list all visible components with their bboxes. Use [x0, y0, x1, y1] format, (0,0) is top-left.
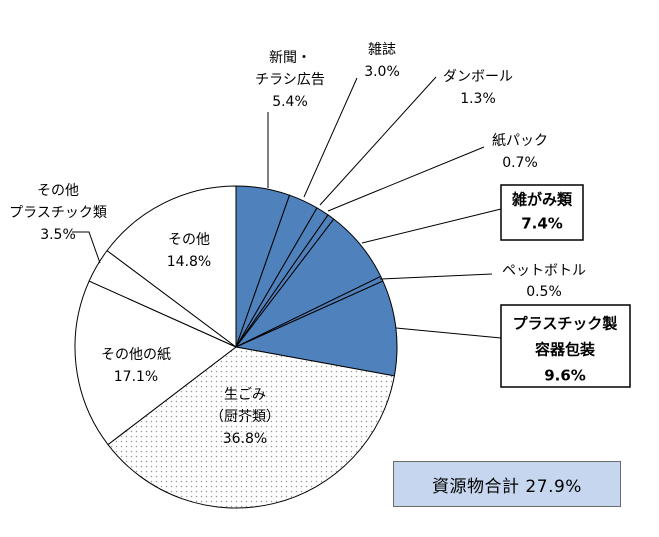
slice-name-label: プラスチック製 [513, 315, 618, 333]
resource-total-box: 資源物合計 27.9% [393, 461, 621, 507]
slice-name-label: その他 [37, 183, 79, 199]
leader-line [327, 146, 485, 212]
leader-line [303, 77, 358, 198]
slice-percent-label: 14.8% [167, 254, 211, 270]
highlight-box [500, 304, 631, 388]
leader-line [72, 231, 101, 264]
leader-line [319, 76, 437, 206]
pie-slice [106, 185, 237, 348]
slice-name-label: その他 [168, 232, 210, 248]
slice-percent-label: 9.6% [544, 367, 586, 385]
slice-percent-label: 36.8% [223, 431, 267, 447]
slice-name-label: 紙パック [492, 133, 548, 149]
slice-name-label: 容器包装 [534, 341, 596, 359]
highlight-boxes [500, 184, 631, 388]
leader-line [395, 327, 502, 339]
leader-lines [72, 76, 502, 339]
leader-line [379, 273, 493, 280]
slice-name-label: その他の紙 [101, 347, 171, 363]
pie-slice [235, 280, 398, 377]
slice-name-label: チラシ広告 [255, 72, 325, 88]
leader-line [361, 208, 502, 244]
slice-name-label: （厨芥類） [210, 409, 280, 425]
pie-slices [74, 185, 398, 509]
pie-slice [107, 346, 395, 509]
slice-name-label: プラスチック類 [9, 205, 107, 221]
slice-percent-label: 3.0% [364, 64, 400, 80]
slice-percent-label: 5.4% [272, 94, 308, 110]
slice-percent-label: 7.4% [521, 215, 563, 233]
slice-labels: 新聞・チラシ広告 5.4% 雑誌 3.0% ダンボール 1.3% 紙パック 0.7% 雑がみ類 7… [9, 42, 617, 447]
resource-total-label: 資源物合計 27.9% [432, 476, 582, 497]
slice-name-label: 新聞・ [269, 50, 311, 66]
slice-percent-label: 1.3% [460, 91, 496, 107]
slice-name-label: 生ごみ [224, 387, 266, 403]
slice-name-label: ペットボトル [502, 263, 586, 279]
slice-percent-label: 17.1% [114, 369, 158, 385]
slice-percent-label: 0.7% [502, 155, 538, 171]
slice-name-label: ダンボール [443, 69, 513, 85]
highlight-box [500, 184, 584, 241]
slice-name-label: 雑がみ類 [511, 191, 573, 209]
slice-percent-label: 3.5% [40, 227, 76, 243]
slice-percent-label: 0.5% [526, 284, 562, 300]
pie-slice [74, 280, 237, 446]
slice-name-label: 雑誌 [368, 42, 396, 58]
